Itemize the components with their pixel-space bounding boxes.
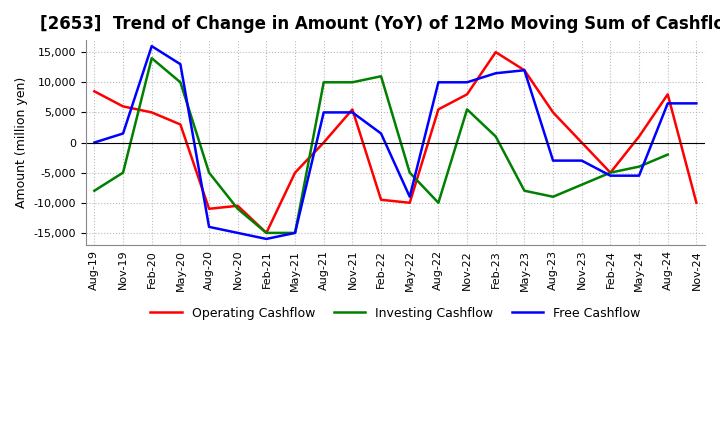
Free Cashflow <box>291 230 300 235</box>
Operating Cashflow <box>320 140 328 145</box>
Investing Cashflow <box>291 230 300 235</box>
Operating Cashflow <box>463 92 472 97</box>
Investing Cashflow <box>90 188 99 193</box>
Investing Cashflow <box>262 230 271 235</box>
Free Cashflow <box>606 173 615 178</box>
Line: Free Cashflow: Free Cashflow <box>94 46 696 239</box>
Investing Cashflow <box>492 134 500 139</box>
Operating Cashflow <box>606 170 615 175</box>
Investing Cashflow <box>148 55 156 61</box>
Free Cashflow <box>377 131 385 136</box>
Free Cashflow <box>233 230 242 235</box>
Operating Cashflow <box>148 110 156 115</box>
Legend: Operating Cashflow, Investing Cashflow, Free Cashflow: Operating Cashflow, Investing Cashflow, … <box>145 302 645 325</box>
Investing Cashflow <box>635 164 644 169</box>
Investing Cashflow <box>348 80 356 85</box>
Free Cashflow <box>204 224 213 230</box>
Free Cashflow <box>577 158 586 163</box>
Line: Investing Cashflow: Investing Cashflow <box>94 58 667 233</box>
Free Cashflow <box>348 110 356 115</box>
Investing Cashflow <box>377 73 385 79</box>
Free Cashflow <box>492 70 500 76</box>
Operating Cashflow <box>262 230 271 235</box>
Operating Cashflow <box>692 200 701 205</box>
Free Cashflow <box>405 194 414 199</box>
Investing Cashflow <box>204 170 213 175</box>
Operating Cashflow <box>492 50 500 55</box>
Y-axis label: Amount (million yen): Amount (million yen) <box>15 77 28 208</box>
Operating Cashflow <box>549 110 557 115</box>
Free Cashflow <box>262 236 271 242</box>
Investing Cashflow <box>463 107 472 112</box>
Operating Cashflow <box>434 107 443 112</box>
Investing Cashflow <box>606 170 615 175</box>
Operating Cashflow <box>90 89 99 94</box>
Investing Cashflow <box>233 206 242 212</box>
Operating Cashflow <box>577 140 586 145</box>
Investing Cashflow <box>663 152 672 157</box>
Investing Cashflow <box>320 80 328 85</box>
Operating Cashflow <box>663 92 672 97</box>
Free Cashflow <box>635 173 644 178</box>
Investing Cashflow <box>549 194 557 199</box>
Free Cashflow <box>520 68 528 73</box>
Investing Cashflow <box>577 182 586 187</box>
Free Cashflow <box>663 101 672 106</box>
Operating Cashflow <box>405 200 414 205</box>
Operating Cashflow <box>377 197 385 202</box>
Investing Cashflow <box>405 170 414 175</box>
Title: [2653]  Trend of Change in Amount (YoY) of 12Mo Moving Sum of Cashflows: [2653] Trend of Change in Amount (YoY) o… <box>40 15 720 33</box>
Free Cashflow <box>463 80 472 85</box>
Operating Cashflow <box>204 206 213 212</box>
Operating Cashflow <box>520 68 528 73</box>
Operating Cashflow <box>119 104 127 109</box>
Investing Cashflow <box>119 170 127 175</box>
Free Cashflow <box>320 110 328 115</box>
Operating Cashflow <box>348 107 356 112</box>
Investing Cashflow <box>434 200 443 205</box>
Line: Operating Cashflow: Operating Cashflow <box>94 52 696 233</box>
Operating Cashflow <box>635 134 644 139</box>
Free Cashflow <box>119 131 127 136</box>
Free Cashflow <box>692 101 701 106</box>
Free Cashflow <box>434 80 443 85</box>
Free Cashflow <box>549 158 557 163</box>
Free Cashflow <box>148 44 156 49</box>
Operating Cashflow <box>176 122 185 127</box>
Free Cashflow <box>90 140 99 145</box>
Investing Cashflow <box>176 80 185 85</box>
Free Cashflow <box>176 62 185 67</box>
Investing Cashflow <box>520 188 528 193</box>
Operating Cashflow <box>233 203 242 209</box>
Operating Cashflow <box>291 170 300 175</box>
